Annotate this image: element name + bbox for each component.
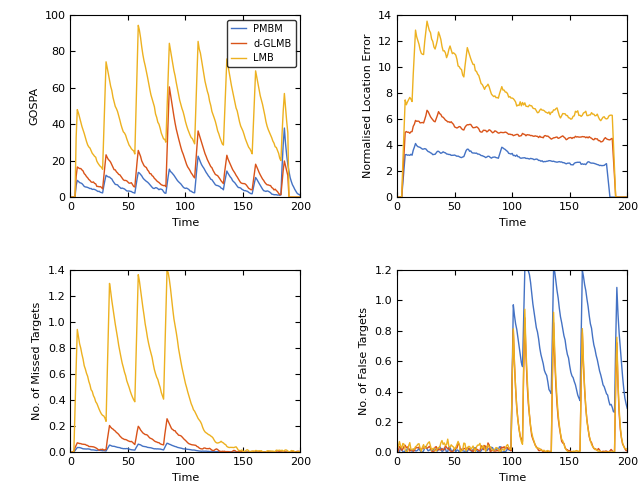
d-GLMB (68, 194, 76, 200)
Line: PMBM: PMBM (72, 128, 301, 197)
d-GLMB (81, 172, 89, 178)
PMBM (286, 174, 294, 180)
PMBM (68, 194, 76, 200)
LMB (286, 194, 294, 200)
Y-axis label: No. of Missed Targets: No. of Missed Targets (32, 302, 42, 420)
Y-axis label: No. of False Targets: No. of False Targets (359, 307, 369, 415)
X-axis label: Time: Time (172, 218, 199, 228)
PMBM (110, 180, 118, 186)
PMBM (277, 192, 285, 198)
LMB (297, 194, 305, 200)
PMBM (77, 180, 84, 186)
X-axis label: Time: Time (499, 218, 526, 228)
LMB (68, 194, 76, 200)
PMBM (280, 125, 288, 131)
LMB (77, 119, 84, 125)
Line: LMB: LMB (72, 25, 301, 197)
LMB (278, 131, 286, 137)
X-axis label: Time: Time (172, 473, 199, 483)
d-GLMB (129, 181, 136, 187)
d-GLMB (77, 166, 84, 171)
LMB (129, 147, 136, 153)
LMB (134, 22, 142, 28)
Y-axis label: Normalised Location Error: Normalised Location Error (363, 34, 372, 178)
d-GLMB (297, 194, 305, 200)
Legend: PMBM, d-GLMB, LMB: PMBM, d-GLMB, LMB (227, 20, 296, 67)
X-axis label: Time: Time (499, 473, 526, 483)
d-GLMB (110, 166, 118, 172)
PMBM (297, 192, 305, 198)
Y-axis label: GOSPA: GOSPA (29, 87, 39, 125)
LMB (110, 99, 118, 105)
Line: d-GLMB: d-GLMB (72, 87, 301, 197)
LMB (81, 135, 89, 141)
d-GLMB (166, 84, 173, 90)
d-GLMB (278, 179, 286, 185)
PMBM (81, 184, 89, 190)
d-GLMB (286, 194, 294, 200)
PMBM (129, 189, 136, 195)
